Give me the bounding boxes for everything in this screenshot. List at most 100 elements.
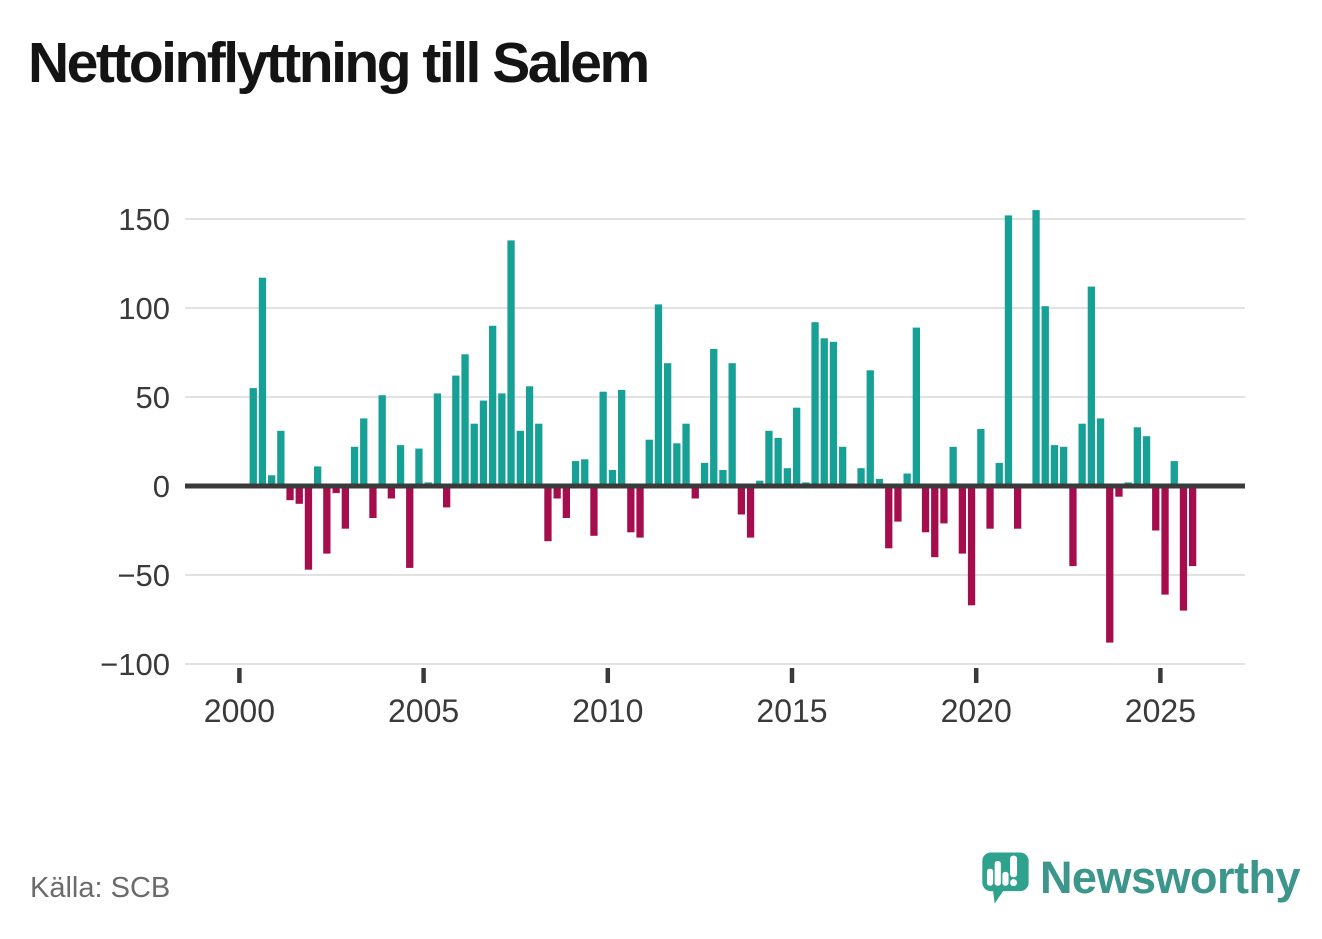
bar-2003Q2 — [360, 418, 368, 486]
bar-2006Q2 — [470, 423, 478, 486]
bar-2020Q1 — [977, 429, 985, 486]
bar-2019Q3 — [958, 486, 966, 554]
bar-2010Q4 — [636, 486, 644, 538]
bar-2007Q1 — [498, 393, 506, 486]
logo-bar-1 — [986, 868, 994, 886]
bar-2011Q2 — [654, 304, 663, 486]
bar-2008Q4 — [562, 486, 570, 518]
logo-exclamation-dot — [1010, 879, 1018, 887]
bar-2010Q2 — [618, 389, 626, 486]
bar-2020Q3 — [995, 462, 1003, 486]
bar-2009Q1 — [571, 461, 580, 486]
newsworthy-wordmark: Newsworthy — [1039, 852, 1301, 903]
x-tick-label-2025: 2025 — [1125, 693, 1196, 729]
bar-2001Q3 — [295, 486, 303, 504]
bar-2003Q4 — [378, 395, 386, 486]
bar-2017Q1 — [866, 370, 874, 486]
y-tick-label-50: 50 — [136, 380, 170, 415]
bar-2006Q4 — [489, 325, 497, 486]
bar-2021Q3 — [1032, 210, 1040, 486]
bar-2002Q2 — [323, 486, 331, 554]
bar-2022Q2 — [1060, 446, 1068, 486]
bar-2005Q3 — [443, 486, 451, 508]
bar-2011Q4 — [673, 443, 681, 486]
logo-bar-3 — [1002, 871, 1009, 886]
bar-2014Q2 — [765, 430, 773, 486]
bar-2004Q3 — [406, 486, 414, 568]
bar-2016Q2 — [839, 446, 847, 486]
bar-2003Q1 — [350, 446, 359, 486]
bar-2016Q1 — [829, 341, 838, 486]
y-tick-label-150: 150 — [118, 202, 170, 237]
bar-2005Q4 — [452, 375, 460, 486]
bar-2020Q2 — [986, 486, 994, 529]
y-tick-label-100: 100 — [118, 291, 170, 326]
bar-2002Q1 — [314, 466, 322, 486]
bar-2000Q3 — [258, 277, 267, 486]
source-note: Källa: SCB — [30, 872, 171, 904]
bar-2013Q1 — [719, 470, 727, 486]
bar-2025Q2 — [1170, 461, 1178, 486]
y-tick-label--100: −100 — [100, 647, 170, 682]
bar-2014Q4 — [783, 468, 791, 486]
bar-2024Q4 — [1152, 486, 1160, 531]
bar-2017Q2 — [875, 478, 884, 486]
bar-2016Q4 — [857, 468, 865, 486]
bar-2024Q3 — [1142, 436, 1151, 486]
bar-2017Q3 — [885, 486, 893, 549]
x-tick-label-2020: 2020 — [941, 693, 1012, 729]
bar-2024Q2 — [1133, 427, 1141, 486]
bar-2018Q1 — [903, 473, 911, 486]
bar-2013Q2 — [728, 363, 736, 486]
bar-2025Q1 — [1161, 486, 1169, 595]
bar-2006Q1 — [461, 354, 469, 486]
newsworthy-logo-icon — [982, 852, 1029, 904]
bar-2019Q4 — [967, 486, 976, 606]
bar-2021Q4 — [1041, 306, 1049, 486]
bar-2009Q2 — [581, 459, 589, 486]
y-tick-label-0: 0 — [153, 469, 170, 504]
bar-2001Q2 — [286, 486, 294, 501]
bar-2006Q3 — [479, 400, 488, 486]
bar-2017Q4 — [894, 486, 902, 522]
bar-2003Q3 — [369, 486, 377, 518]
bar-2008Q2 — [544, 486, 552, 542]
page-title: Nettoinflyttning till Salem — [28, 31, 650, 95]
bar-2023Q1 — [1087, 286, 1095, 486]
bar-2001Q1 — [277, 430, 285, 486]
bar-2004Q1 — [387, 486, 395, 499]
bar-2011Q1 — [645, 439, 653, 486]
bar-2023Q4 — [1115, 486, 1123, 497]
bar-2002Q4 — [341, 486, 349, 529]
bar-2019Q1 — [940, 486, 948, 524]
bar-2023Q2 — [1096, 418, 1105, 486]
logo-bar-2 — [994, 861, 1001, 886]
bar-2013Q3 — [737, 486, 745, 515]
bar-2002Q3 — [332, 486, 340, 494]
bar-2025Q4 — [1189, 486, 1197, 567]
bar-2005Q2 — [433, 393, 442, 486]
bar-2014Q1 — [756, 480, 764, 486]
x-tick-label-2010: 2010 — [572, 693, 643, 729]
x-tick-label-2005: 2005 — [388, 693, 459, 729]
bar-2015Q1 — [793, 407, 801, 486]
bar-2008Q3 — [553, 486, 561, 499]
bar-2007Q3 — [516, 430, 524, 486]
bar-2012Q2 — [691, 486, 699, 499]
bar-2009Q3 — [590, 486, 598, 536]
bar-2011Q3 — [664, 363, 672, 486]
bar-2012Q1 — [682, 423, 690, 486]
bar-2022Q4 — [1078, 423, 1086, 486]
bar-2008Q1 — [535, 423, 543, 486]
newsworthy-logo[interactable]: Newsworthy — [980, 842, 1301, 914]
bar-2022Q1 — [1050, 445, 1059, 486]
bar-2001Q4 — [304, 486, 313, 570]
bar-2022Q3 — [1069, 486, 1077, 567]
bar-2020Q4 — [1004, 215, 1013, 486]
bar-2023Q3 — [1106, 486, 1114, 643]
bar-2021Q1 — [1014, 486, 1022, 529]
bar-2000Q4 — [268, 475, 276, 486]
bar-2010Q3 — [627, 486, 635, 533]
y-tick-label--50: −50 — [117, 558, 170, 593]
